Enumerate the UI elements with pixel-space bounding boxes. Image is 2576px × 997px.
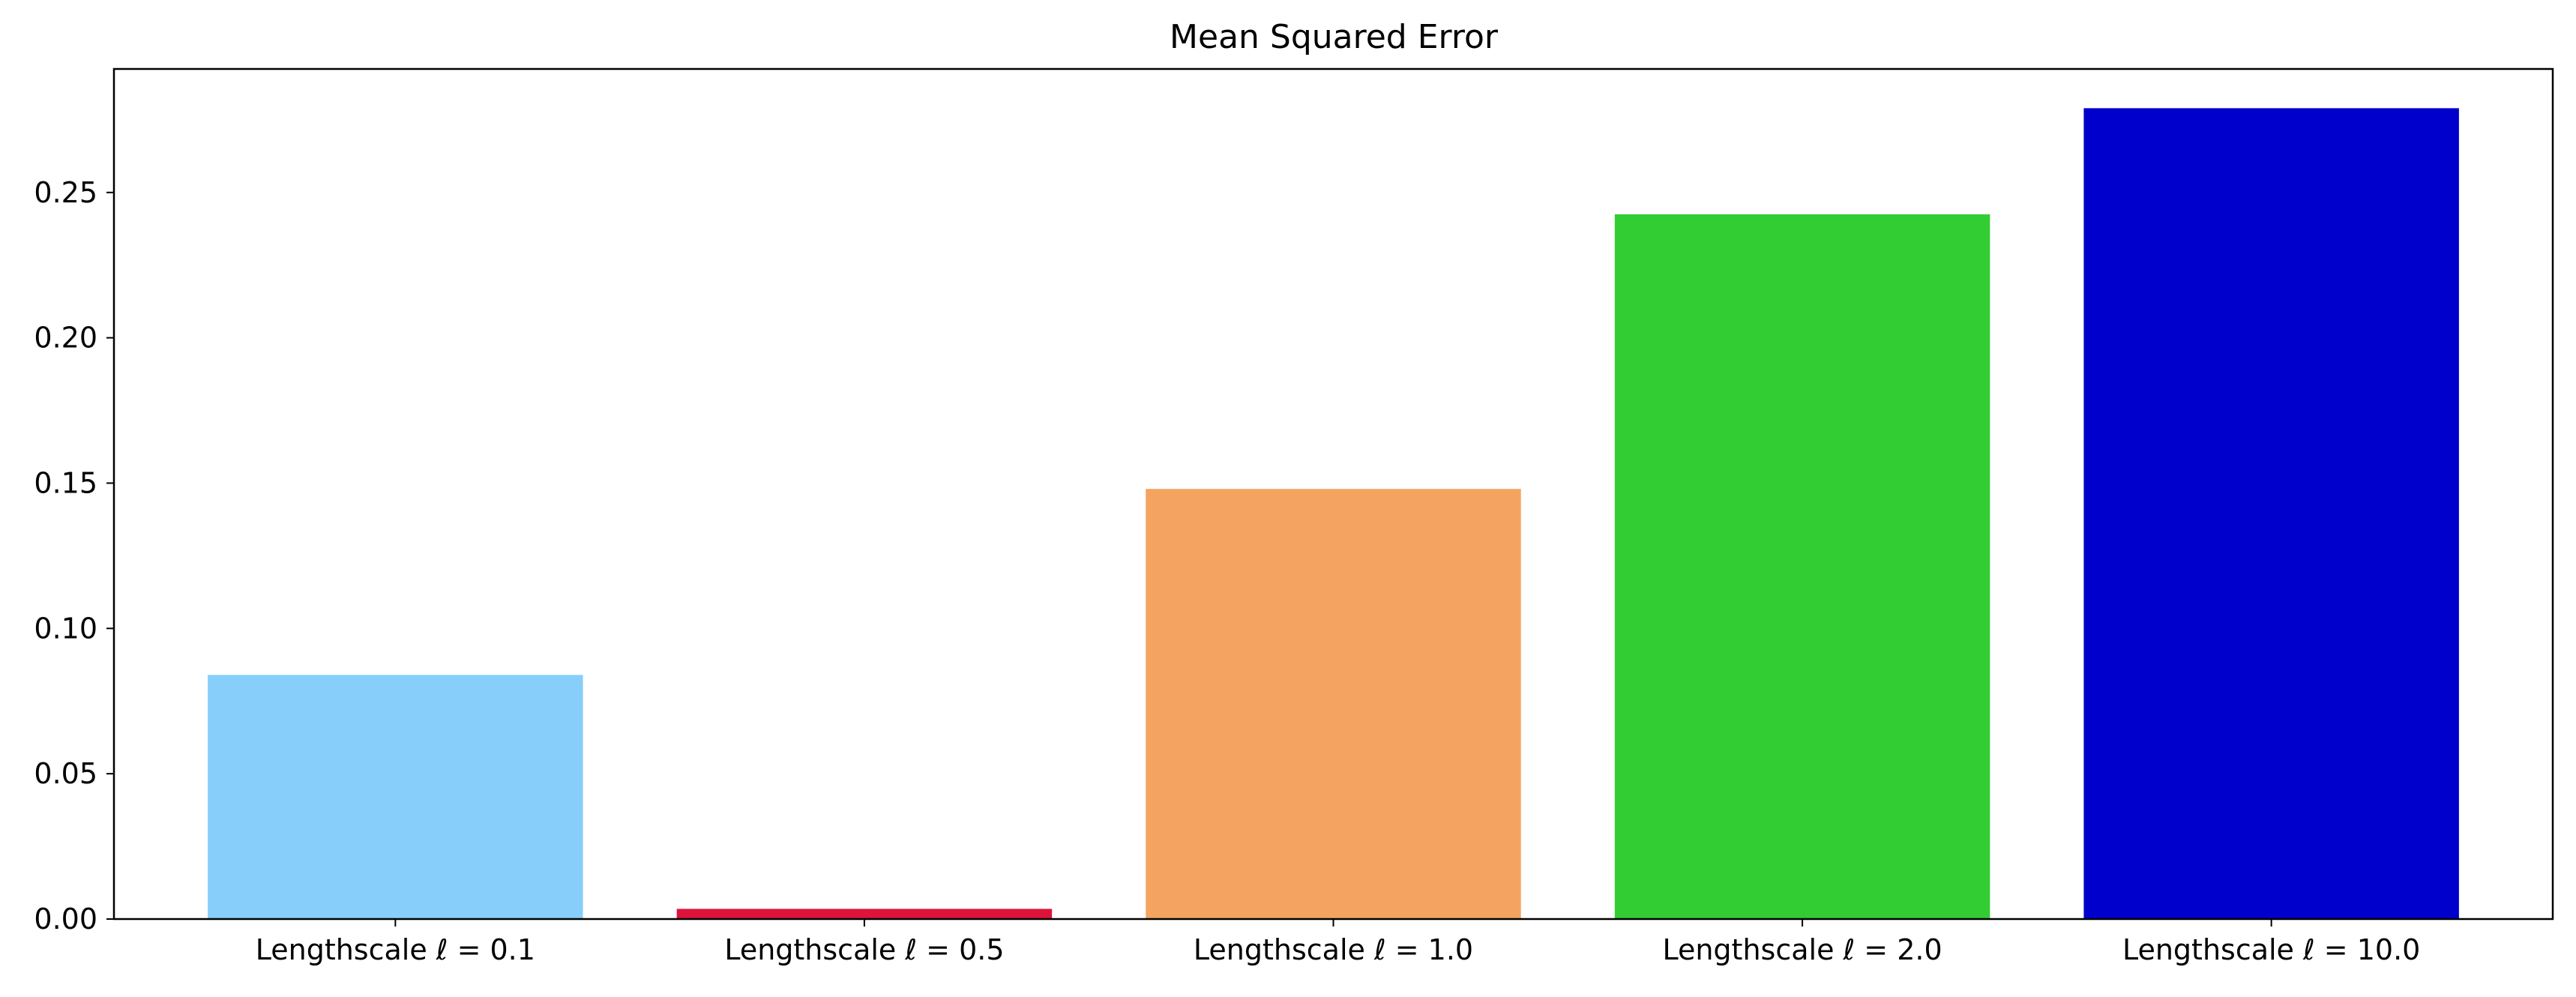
x-tick-label: Lengthscale ℓ = 2.0	[1662, 933, 1942, 966]
y-tick-label: 0.10	[34, 612, 97, 645]
y-axis: 0.00 0.05 0.10 0.15 0.20 0.25	[34, 176, 114, 936]
x-tick-label: Lengthscale ℓ = 0.1	[256, 933, 535, 966]
bars-layer	[208, 108, 2459, 920]
bar-2	[676, 909, 1053, 919]
y-tick-label: 0.15	[34, 466, 97, 499]
bar-3	[1146, 489, 1521, 919]
bar-4	[1614, 214, 1990, 920]
y-tick-label: 0.00	[34, 903, 97, 936]
y-tick-label: 0.20	[34, 322, 97, 355]
chart-title: Mean Squared Error	[1170, 18, 1499, 56]
x-tick-label: Lengthscale ℓ = 10.0	[2122, 933, 2420, 966]
x-tick-label: Lengthscale ℓ = 1.0	[1194, 933, 1473, 966]
x-tick-label: Lengthscale ℓ = 0.5	[724, 933, 1004, 966]
plot-frame	[112, 67, 2554, 921]
x-axis: Lengthscale ℓ = 0.1 Lengthscale ℓ = 0.5 Le…	[256, 919, 2420, 966]
bar-1	[208, 675, 583, 919]
bar-5	[2083, 108, 2459, 920]
y-tick-label: 0.25	[34, 176, 97, 209]
y-tick-label: 0.05	[34, 757, 97, 790]
